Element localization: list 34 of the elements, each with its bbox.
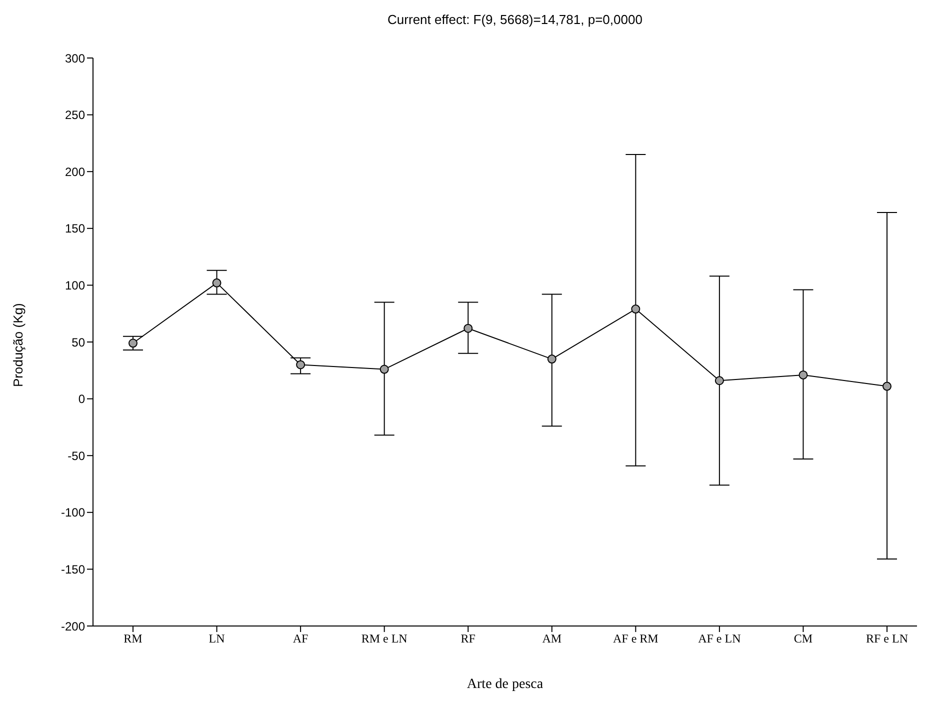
x-tick-label: AF e LN — [698, 632, 742, 646]
x-tick-label: AF e RM — [612, 632, 659, 646]
y-axis-title: Produção (Kg) — [10, 303, 26, 387]
y-tick-label: 0 — [78, 392, 86, 406]
x-tick-label: AM — [542, 632, 562, 646]
point — [128, 338, 138, 348]
x-tick-label: LN — [208, 632, 226, 646]
y-tick-label: 100 — [64, 278, 86, 292]
y-tick-label: 50 — [72, 335, 86, 350]
point — [882, 382, 892, 391]
x-tick-label: RF — [460, 632, 476, 646]
point — [464, 324, 473, 333]
point — [296, 360, 306, 370]
x-tick-label: RM e LN — [361, 632, 408, 646]
x-tick-label: AF — [292, 632, 309, 646]
y-tick-label: 200 — [64, 164, 86, 179]
y-tick-label: 300 — [64, 51, 86, 66]
chart-title: Current effect: F(9, 5668)=14,781, p=0,0000 — [386, 12, 644, 27]
y-tick-label: 150 — [64, 222, 86, 236]
y-tick-label: -100 — [60, 506, 86, 520]
point — [212, 278, 222, 288]
point — [798, 370, 808, 380]
x-tick-label: RM — [124, 632, 143, 646]
y-tick-label: -150 — [60, 562, 86, 576]
y-tick-label: -200 — [60, 619, 86, 634]
x-axis-title: Arte de pesca — [466, 677, 544, 692]
point — [631, 304, 640, 314]
x-tick-label: RF e LN — [866, 632, 908, 646]
x-tick-label: CM — [794, 632, 813, 646]
point — [380, 364, 389, 374]
y-tick-label: 250 — [64, 108, 86, 122]
y-tick-label: -50 — [68, 448, 86, 463]
point — [714, 376, 724, 386]
point — [547, 354, 556, 364]
